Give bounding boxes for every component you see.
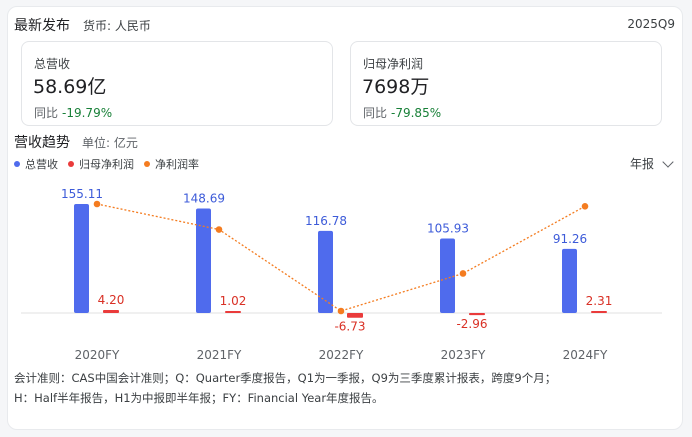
revenue-trend-title: 营收趋势 [14,135,70,151]
revenue-bar [440,238,455,313]
net-profit-bar [103,310,119,313]
legend-label: 归母净利润 [79,158,134,171]
revenue-bar [196,208,211,313]
footnote-line: H：Half半年报告，H1为中报即半年报；FY：Financial Year年度… [14,391,384,405]
net-profit-dot-icon [68,161,74,167]
legend-label: 总营收 [25,158,58,171]
revenue-bar [562,248,577,313]
net-profit-yoy: 同比 -79.85% [363,104,441,121]
revenue-value-label: 148.69 [183,192,225,206]
x-axis-tick-label: 2022FY [319,348,364,362]
revenue-value-label: 116.78 [305,214,347,228]
revenue-value-label: 105.93 [427,222,469,236]
revenue-bar [318,230,333,313]
net-profit-value: 7698万 [362,76,430,98]
revenue-value-label: 155.11 [61,187,103,201]
unit-label: 单位: 亿元 [82,136,138,150]
margin-point [459,270,467,277]
net-profit-value-label: 2.31 [586,294,613,308]
net-profit-bar [347,313,363,318]
net-profit-value-label: -2.96 [456,317,487,331]
revenue-label: 总营收 [34,57,71,71]
margin-point [581,202,589,210]
legend-label: 净利润率 [155,158,199,171]
margin-dot-icon [144,161,150,167]
accounting-footnote: 会计准则：CAS中国会计准则；Q：Quarter季度报告，Q1为一季报，Q9为三… [14,368,664,408]
revenue-value: 58.69亿 [33,76,107,98]
legend-item-net-profit[interactable]: 归母净利润 [68,156,134,172]
x-axis-tick-label: 2020FY [75,348,120,362]
currency-label: 货币: 人民币 [83,19,151,33]
net-profit-bar [591,311,607,313]
period-dropdown[interactable]: 年报 [629,155,674,172]
period-dropdown-label: 年报 [629,157,654,171]
net-profit-metric-card[interactable]: 归母净利润 7698万 同比 -79.85% [350,41,662,126]
x-axis-tick-label: 2021FY [197,348,242,362]
revenue-value-label: 91.26 [553,232,587,246]
revenue-dot-icon [14,161,20,167]
x-axis-tick-label: 2024FY [563,348,608,362]
yoy-label: 同比 [34,106,59,120]
yoy-label: 同比 [363,106,388,120]
net-profit-value-label: 4.20 [98,293,125,307]
margin-point [93,200,101,208]
net-profit-bar [469,313,485,316]
margin-point [215,226,223,233]
revenue-yoy-value: -19.79% [62,106,113,120]
margin-line [96,203,586,312]
chart-legend: 总营收 归母净利润 净利润率 [14,156,199,172]
legend-item-margin[interactable]: 净利润率 [144,156,199,172]
net-profit-value-label: 1.02 [220,294,247,308]
legend-item-revenue[interactable]: 总营收 [14,156,58,172]
report-period: 2025Q9 [627,17,675,31]
latest-release-title: 最新发布 [14,18,70,34]
revenue-yoy: 同比 -19.79% [34,104,112,121]
margin-point [337,307,345,315]
net-profit-label: 归母净利润 [363,57,424,71]
net-profit-yoy-value: -79.85% [391,106,442,120]
x-axis-tick-label: 2023FY [441,348,486,362]
net-profit-value-label: -6.73 [334,320,365,334]
revenue-metric-card[interactable]: 总营收 58.69亿 同比 -19.79% [21,41,333,126]
net-profit-bar [225,311,241,313]
revenue-bar [74,204,89,313]
footnote-line: 会计准则：CAS中国会计准则；Q：Quarter季度报告，Q1为一季报，Q9为三… [14,371,557,385]
